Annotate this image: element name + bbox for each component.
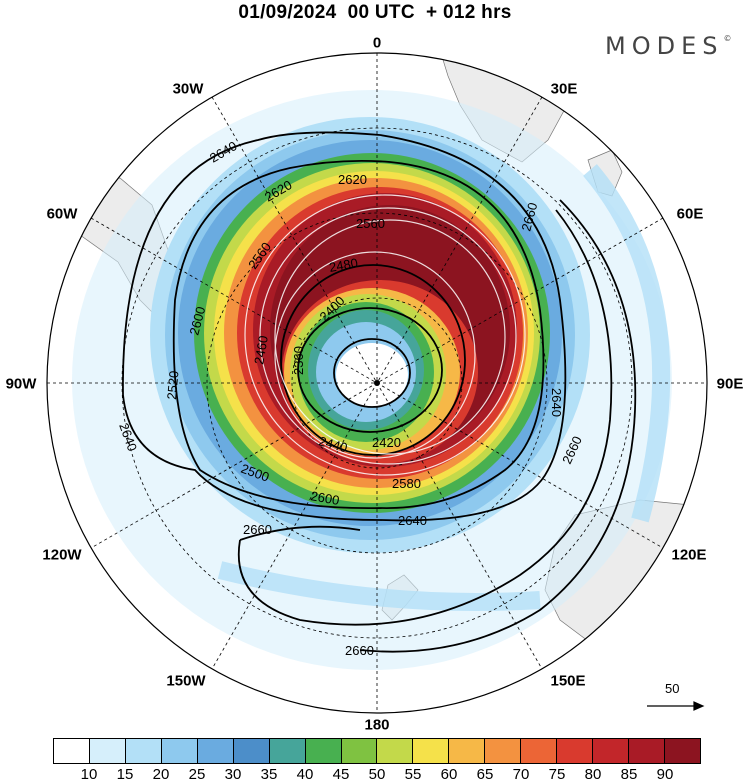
color-scale-label: 20 bbox=[152, 766, 170, 783]
lon-label-30e: 30E bbox=[550, 80, 578, 98]
contour-label: 2640 bbox=[398, 513, 427, 528]
lon-label-0: 0 bbox=[372, 34, 382, 52]
lon-label-120w: 120W bbox=[42, 546, 82, 564]
color-scale-label: 40 bbox=[296, 766, 314, 783]
map-title: 01/09/2024 00 UTC + 012 hrs bbox=[238, 2, 512, 23]
color-scale-label: 15 bbox=[116, 766, 134, 783]
contour-label: 2660 bbox=[243, 522, 272, 537]
map-boundary bbox=[46, 52, 708, 714]
color-scale-label: 60 bbox=[440, 766, 458, 783]
color-scale-label: 50 bbox=[368, 766, 386, 783]
wind-streamlines bbox=[244, 194, 526, 476]
lon-label-90e: 90E bbox=[716, 375, 744, 393]
color-scale-box bbox=[341, 739, 378, 763]
color-scale-box bbox=[449, 739, 486, 763]
color-scale-label: 45 bbox=[332, 766, 350, 783]
color-scale-box bbox=[54, 739, 90, 763]
contour-label: 2440 bbox=[317, 433, 349, 455]
color-scale-label: 35 bbox=[260, 766, 278, 783]
color-scale-box bbox=[125, 739, 162, 763]
brand-text: MODES bbox=[605, 32, 724, 60]
modes-logo: MODES© bbox=[605, 32, 731, 60]
color-scale-box bbox=[269, 739, 306, 763]
color-scale-label: 70 bbox=[512, 766, 530, 783]
copyright-mark: © bbox=[723, 34, 732, 43]
lon-label-150w: 150W bbox=[166, 672, 206, 690]
lon-label-90w: 90W bbox=[5, 375, 37, 393]
color-scale-bar bbox=[53, 738, 701, 764]
color-scale-label: 65 bbox=[476, 766, 494, 783]
color-scale-box bbox=[413, 739, 450, 763]
color-scale-box bbox=[593, 739, 629, 763]
contour-label: 2420 bbox=[372, 435, 401, 450]
color-scale-label: 10 bbox=[80, 766, 98, 783]
outer-jet-band bbox=[217, 164, 671, 611]
color-scale-box bbox=[521, 739, 558, 763]
color-scale-label: 85 bbox=[620, 766, 638, 783]
color-scale-box bbox=[629, 739, 665, 763]
color-scale-box bbox=[89, 739, 126, 763]
south-pole-marker bbox=[374, 380, 380, 386]
lon-label-60w: 60W bbox=[46, 205, 78, 223]
lon-label-120e: 120E bbox=[671, 546, 707, 564]
contour-label: 2660 bbox=[518, 201, 540, 233]
color-scale-label: 80 bbox=[584, 766, 602, 783]
contour-label: 2600 bbox=[186, 305, 208, 337]
lon-label-180: 180 bbox=[364, 716, 390, 734]
contour-label: 2520 bbox=[164, 370, 181, 400]
color-scale-box bbox=[664, 739, 700, 763]
contour-label: 2620 bbox=[338, 172, 367, 187]
reference-vector-arrow bbox=[647, 701, 705, 711]
contour-label: 2600 bbox=[309, 488, 340, 508]
contour-label: 2480 bbox=[328, 255, 359, 275]
lon-label-150e: 150E bbox=[550, 672, 586, 690]
lon-label-60e: 60E bbox=[676, 205, 704, 223]
contour-label: 2660 bbox=[345, 643, 374, 658]
color-scale-box bbox=[233, 739, 270, 763]
color-scale-label: 25 bbox=[188, 766, 206, 783]
color-scale-label: 90 bbox=[656, 766, 674, 783]
reference-vector-label: 50 bbox=[665, 681, 680, 696]
height-contours bbox=[122, 131, 637, 653]
color-scale-box bbox=[197, 739, 234, 763]
color-scale-box bbox=[557, 739, 594, 763]
contour-label: 2360 bbox=[291, 346, 306, 375]
color-scale-label: 55 bbox=[404, 766, 422, 783]
color-scale-box bbox=[485, 739, 522, 763]
color-scale-label: 75 bbox=[548, 766, 566, 783]
contour-label: 2460 bbox=[251, 334, 271, 365]
color-scale-box bbox=[377, 739, 414, 763]
contour-label: 2560 bbox=[356, 216, 385, 231]
contour-label: 2580 bbox=[392, 476, 421, 491]
color-scale-label: 30 bbox=[224, 766, 242, 783]
lon-label-30w: 30W bbox=[172, 80, 204, 98]
color-scale-box bbox=[161, 739, 198, 763]
color-scale-box bbox=[305, 739, 342, 763]
contour-label: 2640 bbox=[549, 388, 564, 417]
